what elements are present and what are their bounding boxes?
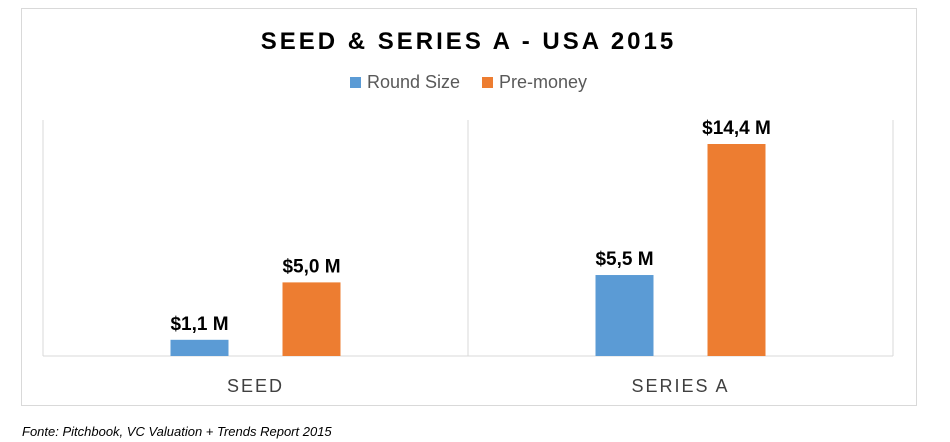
- bar-pre-money-series-a: [707, 144, 766, 356]
- data-label-pre-money-series-a: $14,4 M: [702, 118, 771, 139]
- legend-item-pre-money: Pre-money: [482, 72, 587, 93]
- legend-swatch-pre-money: [482, 77, 494, 88]
- category-label-seed: SEED: [227, 376, 284, 396]
- source-note: Fonte: Pitchbook, VC Valuation + Trends …: [22, 424, 332, 439]
- chart-legend: Round Size Pre-money: [0, 72, 937, 93]
- data-label-round-size-series-a: $5,5 M: [595, 249, 653, 270]
- legend-item-round-size: Round Size: [349, 72, 461, 93]
- chart-frame: [21, 8, 917, 406]
- legend-label-round-size: Round Size: [366, 72, 461, 92]
- category-label-series-a: SERIES A: [631, 376, 729, 396]
- legend-label-pre-money: Pre-money: [499, 72, 588, 92]
- bar-pre-money-seed: [282, 282, 341, 356]
- data-label-pre-money-seed: $5,0 M: [282, 256, 340, 277]
- legend-swatch-round-size: [349, 77, 361, 88]
- data-label-round-size-seed: $1,1 M: [170, 314, 228, 335]
- bar-round-size-seed: [170, 339, 229, 356]
- chart-title: SEED & SERIES A - USA 2015: [260, 28, 677, 55]
- bar-round-size-series-a: [595, 275, 654, 356]
